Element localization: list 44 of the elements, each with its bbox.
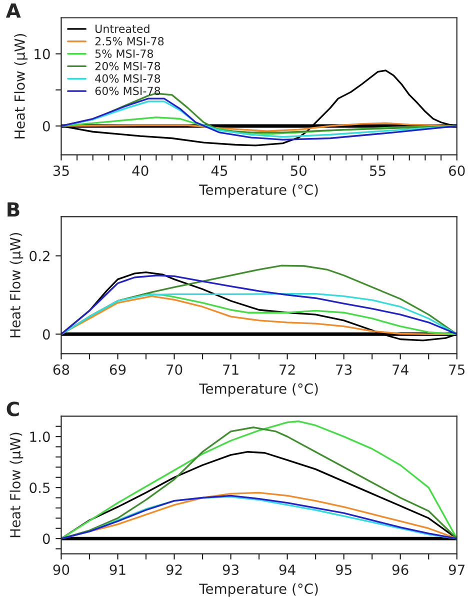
y-tick-label: 0.2 (30, 250, 50, 262)
x-tick-label: 68 (53, 364, 70, 375)
legend-label: 60% MSI-78 (95, 86, 160, 96)
y-tick-label: 1.0 (30, 432, 50, 442)
x-tick-label: 60 (449, 166, 465, 176)
legend-label: Untreated (96, 24, 150, 34)
chart-title: C (6, 402, 19, 416)
y-axis-title: Heat Flow (µW) (10, 232, 24, 338)
x-tick-label: 50 (290, 166, 307, 176)
x-tick-label: 75 (449, 364, 464, 375)
y-axis-title: Heat Flow (µW) (10, 432, 24, 538)
chart-title: A (6, 3, 21, 18)
x-tick-label: 45 (211, 166, 228, 176)
x-tick-label: 69 (110, 364, 126, 375)
x-tick-label: 96 (392, 564, 408, 576)
x-tick-label: 72 (280, 364, 295, 375)
chart-title: B (8, 202, 20, 217)
y-axis-title: Heat Flow (µW) (14, 34, 28, 138)
legend-label: 40% MSI-78 (95, 74, 160, 83)
x-tick-label: 92 (166, 564, 182, 576)
x-tick-label: 35 (53, 166, 69, 176)
x-tick-label: 94 (279, 564, 296, 576)
y-tick-label: 0 (42, 329, 50, 340)
y-tick-label: 0 (42, 120, 50, 132)
legend-label: 20% MSI-78 (95, 62, 160, 70)
x-tick-label: 95 (336, 564, 352, 576)
x-tick-label: 91 (110, 564, 126, 576)
x-tick-label: 71 (223, 364, 238, 375)
x-tick-label: 70 (166, 364, 182, 375)
x-tick-label: 55 (370, 166, 386, 176)
x-tick-label: 93 (222, 564, 239, 576)
x-tick-label: 90 (53, 564, 70, 576)
legend-label: 5% MSI-78 (95, 49, 154, 58)
x-axis-title: Temperature (°C) (199, 383, 318, 397)
x-tick-label: 97 (448, 564, 465, 576)
x-axis-title: Temperature (°C) (199, 184, 318, 198)
x-tick-label: 74 (392, 364, 408, 375)
y-tick-label: 0 (42, 534, 50, 544)
x-axis-title: Temperature (°C) (199, 583, 318, 597)
x-tick-label: 73 (336, 364, 352, 375)
legend-label: 2.5% MSI-78 (95, 37, 164, 46)
y-tick-label: 0.5 (30, 482, 50, 494)
y-tick-label: 10 (34, 48, 50, 60)
x-tick-label: 40 (132, 166, 148, 176)
